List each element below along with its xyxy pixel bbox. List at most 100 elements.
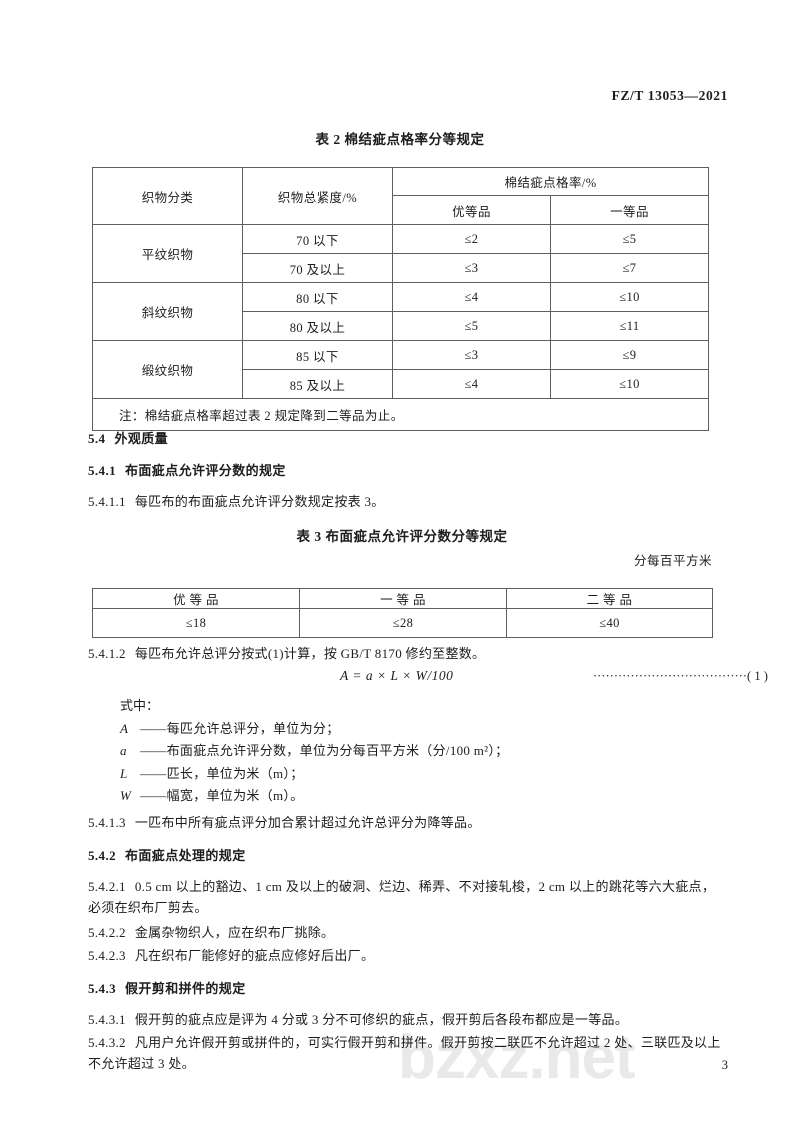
- definition-dash: ——: [140, 788, 167, 804]
- equation-label: ( 1 ): [747, 669, 768, 683]
- table3-unit-label: 分每百平方米: [633, 554, 712, 568]
- clause-number-5421: 5.4.2.1: [88, 879, 126, 894]
- clause-text-5423: 凡在织布厂能修好的疵点应修好后出厂。: [134, 948, 375, 963]
- table2-header-category: 织物分类: [92, 167, 243, 225]
- definition-text: 每匹允许总评分，单位为分；: [166, 721, 340, 736]
- definition-dash: ——: [140, 721, 167, 736]
- table2-cell-excellent: ≤5: [392, 311, 551, 341]
- clause-5411: 5.4.1.1 每匹布的布面疵点允许评分数规定按表 3。: [88, 491, 712, 512]
- clause-text-5431: 假开剪的疵点应是评为 4 分或 3 分不可修织的疵点，假开剪后各段布都应是一等品…: [134, 1012, 629, 1027]
- table3-header-row: 优 等 品 一 等 品 二 等 品: [92, 588, 713, 609]
- clause-text-5413: 一匹布中所有疵点评分加合累计超过允许总评分为降等品。: [134, 815, 481, 830]
- clause-5413: 5.4.1.3 一匹布中所有疵点评分加合累计超过允许总评分为降等品。: [88, 812, 718, 833]
- table2-header-excellent: 优等品: [392, 195, 551, 225]
- table3: 优 等 品 一 等 品 二 等 品 ≤18 ≤28 ≤40: [92, 588, 713, 638]
- table2-cell-density: 80 及以上: [242, 311, 393, 341]
- standard-number-header: FZ/T 13053—2021: [611, 88, 728, 103]
- clause-number-5412: 5.4.1.2: [88, 646, 126, 661]
- table2-header-density: 织物总紧度/%: [242, 167, 393, 225]
- table-row: 70 及以上 ≤3 ≤7: [93, 253, 709, 283]
- table2-note-row: 注：棉结疵点格率超过表 2 规定降到二等品为止。: [92, 398, 709, 431]
- section-title-541: 布面疵点允许评分数的规定: [125, 463, 286, 478]
- table2-cell-excellent: ≤2: [392, 224, 551, 254]
- formula-1: A = a × L × W/100: [340, 668, 454, 683]
- definition-item: L ——匹长，单位为米（m）；: [88, 763, 712, 785]
- section-title-54: 外观质量: [114, 431, 169, 446]
- table2-header-group: 棉结疵点格率/%: [392, 167, 709, 196]
- table2-cell-excellent: ≤4: [392, 369, 551, 399]
- section-heading-542: 5.4.2 布面疵点处理的规定: [88, 845, 246, 864]
- table3-value-second: ≤40: [506, 608, 713, 638]
- table2-header-first: 一等品: [550, 195, 709, 225]
- equation-dots: ·····································: [593, 669, 748, 683]
- clause-number-5411: 5.4.1.1: [88, 494, 126, 509]
- clause-number-5413: 5.4.1.3: [88, 815, 126, 830]
- section-heading-543: 5.4.3 假开剪和拼件的规定: [88, 978, 246, 997]
- definition-symbol: L: [120, 765, 128, 781]
- definition-item: a ——布面疵点允许评分数，单位为分每百平方米（分/100 m²）；: [88, 740, 712, 762]
- table2-cell-category: 斜纹织物: [92, 282, 243, 341]
- table2-cell-first: ≤10: [550, 369, 709, 399]
- table2: 织物分类 织物总紧度/% 棉结疵点格率/% 优等品 一等品 平纹织物 70 以下…: [92, 167, 709, 431]
- clause-number-5432: 5.4.3.2: [88, 1035, 126, 1050]
- table2-cell-excellent: ≤3: [392, 340, 551, 370]
- table3-header-second: 二 等 品: [506, 588, 713, 609]
- clause-number-5423: 5.4.2.3: [88, 948, 126, 963]
- table-row: 80 及以上 ≤5 ≤11: [93, 311, 709, 341]
- table2-cell-excellent: ≤3: [392, 253, 551, 283]
- definition-symbol: a: [120, 743, 127, 759]
- table-row: 85 及以上 ≤4 ≤10: [93, 369, 709, 399]
- table3-value-first: ≤28: [299, 608, 507, 638]
- table2-cell-first: ≤11: [550, 311, 709, 341]
- table-row: 平纹织物 70 以下 ≤2 ≤5: [92, 224, 709, 283]
- clause-5412: 5.4.1.2 每匹布允许总评分按式(1)计算，按 GB/T 8170 修约至整数…: [88, 643, 712, 664]
- clause-text-5432: 凡用户允许假开剪或拼件的，可实行假开剪和拼件。假开剪按二联匹不允许超过 2 处、…: [88, 1035, 721, 1072]
- definition-item: W ——幅宽，单位为米（m）。: [88, 785, 712, 807]
- table2-cell-density: 70 以下: [242, 224, 393, 254]
- table2-header-row-1: 织物分类 织物总紧度/% 棉结疵点格率/%: [92, 167, 709, 225]
- table3-caption: 表 3 布面疵点允许评分数分等规定: [296, 529, 508, 544]
- clause-5423: 5.4.2.3 凡在织布厂能修好的疵点应修好后出厂。: [88, 945, 722, 966]
- table-row: 缎纹织物 85 以下 ≤3 ≤9: [92, 340, 709, 399]
- clause-text-5411: 每匹布的布面疵点允许评分数规定按表 3。: [134, 494, 385, 509]
- definition-symbol: A: [120, 721, 129, 736]
- section-heading-54: 5.4 外观质量: [88, 428, 168, 447]
- definition-text: 匹长，单位为米（m）；: [166, 765, 304, 781]
- section-number-541: 5.4.1: [88, 463, 116, 478]
- table2-cell-density: 70 及以上: [242, 253, 393, 283]
- table3-header-excellent: 优 等 品: [92, 588, 300, 609]
- table2-cell-first: ≤10: [550, 282, 709, 312]
- table2-cell-density: 85 及以上: [242, 369, 393, 399]
- clause-5431: 5.4.3.1 假开剪的疵点应是评为 4 分或 3 分不可修织的疵点，假开剪后各段…: [88, 1009, 728, 1030]
- definition-dash: ——: [140, 765, 167, 781]
- section-number-54: 5.4: [88, 431, 106, 446]
- table2-cell-excellent: ≤4: [392, 282, 551, 312]
- symbol-definitions: A ——每匹允许总评分，单位为分； a ——布面疵点允许评分数，单位为分每百平方米（…: [88, 718, 712, 807]
- clause-text-5421: 0.5 cm 以上的豁边、1 cm 及以上的破洞、烂边、稀弄、不对接轧梭，2 c…: [88, 879, 716, 916]
- formula-block: A = a × L × W/100 ······················…: [88, 668, 768, 692]
- table2-note: 注：棉结疵点格率超过表 2 规定降到二等品为止。: [92, 398, 709, 431]
- equation-number: ·····································( 1…: [593, 669, 768, 684]
- where-label: 式中：: [120, 698, 160, 713]
- clause-text-5412: 每匹布允许总评分按式(1)计算，按 GB/T 8170 修约至整数。: [134, 646, 486, 661]
- table2-cell-first: ≤7: [550, 253, 709, 283]
- table2-cell-density: 80 以下: [242, 282, 393, 312]
- definition-item: A ——每匹允许总评分，单位为分；: [88, 718, 712, 740]
- clause-5421: 5.4.2.1 0.5 cm 以上的豁边、1 cm 及以上的破洞、烂边、稀弄、不对…: [88, 876, 722, 918]
- table-row: 斜纹织物 80 以下 ≤4 ≤10: [92, 282, 709, 341]
- table2-cell-first: ≤9: [550, 340, 709, 370]
- table2-cell-category: 缎纹织物: [92, 340, 243, 399]
- clause-text-5422: 金属杂物织人，应在织布厂挑除。: [134, 925, 335, 940]
- section-title-542: 布面疵点处理的规定: [125, 848, 246, 863]
- table2-header-row-2: 优等品 一等品: [93, 195, 709, 225]
- clause-5422: 5.4.2.2 金属杂物织人，应在织布厂挑除。: [88, 922, 722, 943]
- definition-dash: ——: [140, 743, 167, 759]
- page-number: 3: [721, 1058, 728, 1072]
- table3-value-excellent: ≤18: [92, 608, 300, 638]
- table2-cell-category: 平纹织物: [92, 224, 243, 283]
- definition-text: 幅宽，单位为米（m）。: [166, 788, 304, 804]
- section-number-542: 5.4.2: [88, 848, 116, 863]
- section-title-543: 假开剪和拼件的规定: [125, 981, 246, 996]
- definition-symbol: W: [120, 788, 132, 804]
